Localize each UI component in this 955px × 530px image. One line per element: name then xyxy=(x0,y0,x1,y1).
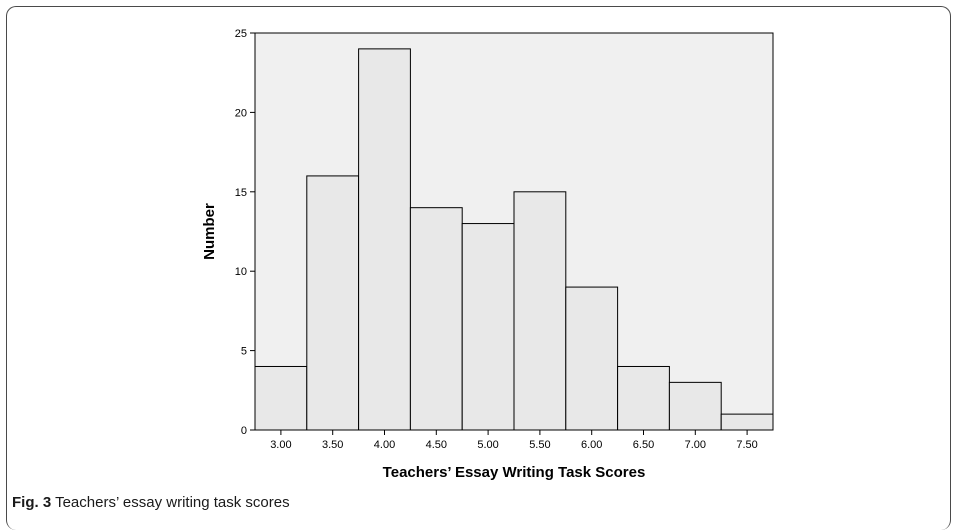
y-tick-label-25: 25 xyxy=(235,28,247,40)
histogram-chart: 0 5 10 15 20 25 3.00 3.50 4.00 4.50 5.00 5.50 6.00 6… xyxy=(201,28,774,481)
x-tick-label-6.50: 6.50 xyxy=(633,439,654,451)
bar-3.00 xyxy=(254,365,308,431)
x-tick-label-3.00: 3.00 xyxy=(270,439,291,451)
bar-7.00 xyxy=(668,381,722,431)
figure-caption-text: Teachers’ essay writing task scores xyxy=(55,494,290,511)
x-tick-label-4.00: 4.00 xyxy=(374,439,395,451)
y-tick-label-0: 0 xyxy=(241,425,247,437)
y-tick-label-15: 15 xyxy=(235,187,247,199)
x-tick-label-5.00: 5.00 xyxy=(477,439,498,451)
x-tick-label-6.00: 6.00 xyxy=(581,439,602,451)
bar-7.50 xyxy=(720,413,774,431)
bar-3.50 xyxy=(306,175,360,431)
x-tick-label-4.50: 4.50 xyxy=(426,439,447,451)
bar-5.00 xyxy=(461,223,515,431)
bar-4.00 xyxy=(358,48,411,431)
figure-frame xyxy=(6,6,951,530)
x-axis-title: Teachers’ Essay Writing Task Scores xyxy=(383,464,646,481)
y-tick-label-20: 20 xyxy=(235,107,247,119)
x-axis: 3.00 3.50 4.00 4.50 5.00 5.50 6.00 6.50 7.00 7.50 xyxy=(270,430,758,451)
bar-6.00 xyxy=(565,286,619,431)
y-tick-label-10: 10 xyxy=(235,266,247,278)
x-tick-label-3.50: 3.50 xyxy=(322,439,343,451)
y-axis-title: Number xyxy=(201,203,218,260)
bar-6.50 xyxy=(617,365,670,431)
figure-caption: Fig. 3 Teachers’ essay writing task scor… xyxy=(12,494,290,511)
y-tick-label-5: 5 xyxy=(241,346,247,358)
bar-4.50 xyxy=(409,207,463,431)
bars-group xyxy=(254,48,774,431)
bar-5.50 xyxy=(513,191,567,431)
x-tick-label-7.50: 7.50 xyxy=(736,439,757,451)
y-axis: 0 5 10 15 20 25 xyxy=(235,28,256,437)
x-tick-label-5.50: 5.50 xyxy=(529,439,550,451)
x-tick-label-7.00: 7.00 xyxy=(685,439,706,451)
figure-caption-label: Fig. 3 xyxy=(12,494,52,511)
